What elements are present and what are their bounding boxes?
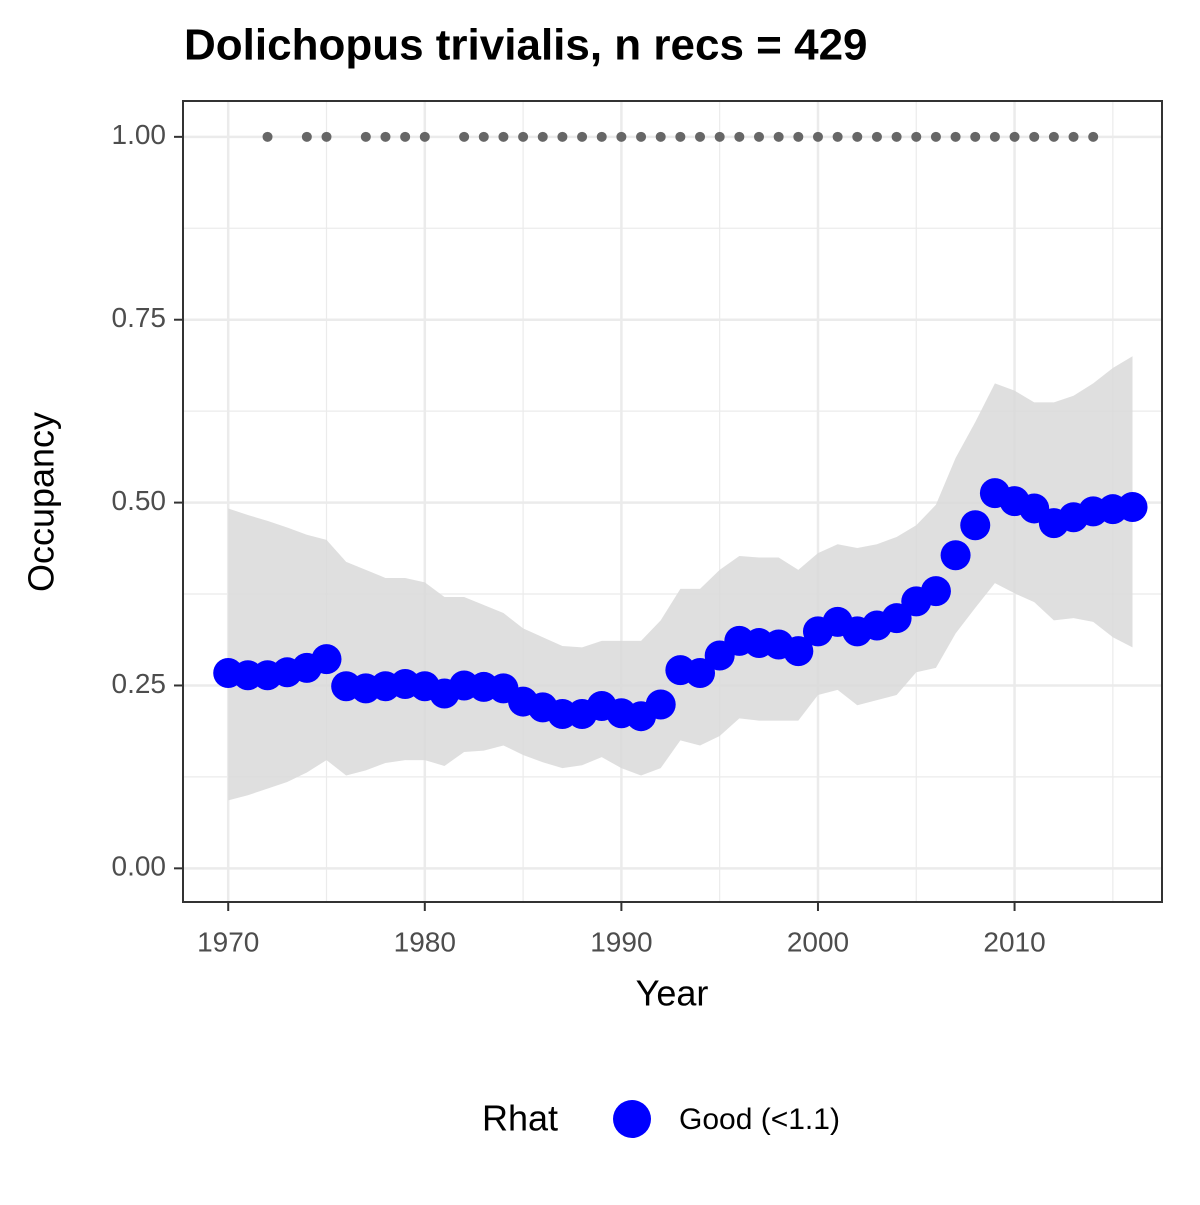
- record-point: [360, 131, 371, 142]
- record-point: [1029, 131, 1040, 142]
- record-point: [950, 131, 961, 142]
- y-tick-label: 0.00: [112, 851, 167, 882]
- record-point: [459, 131, 470, 142]
- record-point: [734, 131, 745, 142]
- record-point: [380, 131, 391, 142]
- legend-swatch: [613, 1100, 651, 1138]
- x-axis-title: Year: [636, 973, 709, 1014]
- y-tick-label: 0.75: [112, 302, 167, 333]
- point: [1117, 491, 1148, 522]
- record-point: [793, 131, 804, 142]
- record-point: [1048, 131, 1059, 142]
- point: [960, 510, 991, 541]
- record-point: [695, 131, 706, 142]
- legend-label: Good (<1.1): [679, 1103, 840, 1136]
- record-point: [577, 131, 588, 142]
- record-point: [911, 131, 922, 142]
- x-tick-label: 2010: [983, 926, 1045, 957]
- legend-title: Rhat: [482, 1098, 558, 1139]
- record-point: [852, 131, 863, 142]
- x-tick-label: 1980: [394, 926, 456, 957]
- point: [645, 689, 676, 720]
- point: [783, 636, 814, 667]
- record-point: [930, 131, 941, 142]
- y-tick-label: 0.25: [112, 668, 167, 699]
- record-point: [714, 131, 725, 142]
- y-axis-title: Occupancy: [21, 412, 62, 592]
- record-point: [1068, 131, 1079, 142]
- record-point: [753, 131, 764, 142]
- point: [940, 540, 971, 571]
- point: [685, 658, 716, 689]
- record-point: [970, 131, 981, 142]
- record-point: [498, 131, 509, 142]
- record-point: [773, 131, 784, 142]
- record-point: [675, 131, 686, 142]
- record-point: [301, 131, 312, 142]
- record-point: [419, 131, 430, 142]
- panel-border: [182, 100, 1163, 903]
- y-tick-label: 0.50: [112, 485, 167, 516]
- record-point: [557, 131, 568, 142]
- record-point: [655, 131, 666, 142]
- x-tick-label: 1990: [590, 926, 652, 957]
- x-tick-label: 1970: [197, 926, 259, 957]
- record-point: [1009, 131, 1020, 142]
- record-point: [812, 131, 823, 142]
- record-point: [891, 131, 902, 142]
- record-point: [537, 131, 548, 142]
- record-point: [321, 131, 332, 142]
- record-point: [1088, 131, 1099, 142]
- chart-title: Dolichopus trivialis, n recs = 429: [184, 21, 868, 70]
- record-point: [871, 131, 882, 142]
- y-tick-label: 1.00: [112, 119, 167, 150]
- point: [920, 576, 951, 607]
- record-point: [596, 131, 607, 142]
- point: [881, 603, 912, 634]
- record-point: [518, 131, 529, 142]
- record-point: [616, 131, 627, 142]
- record-point: [478, 131, 489, 142]
- record-point: [400, 131, 411, 142]
- point: [311, 644, 342, 675]
- record-point: [832, 131, 843, 142]
- record-point: [262, 131, 273, 142]
- x-tick-label: 2000: [787, 926, 849, 957]
- record-point: [989, 131, 1000, 142]
- record-point: [636, 131, 647, 142]
